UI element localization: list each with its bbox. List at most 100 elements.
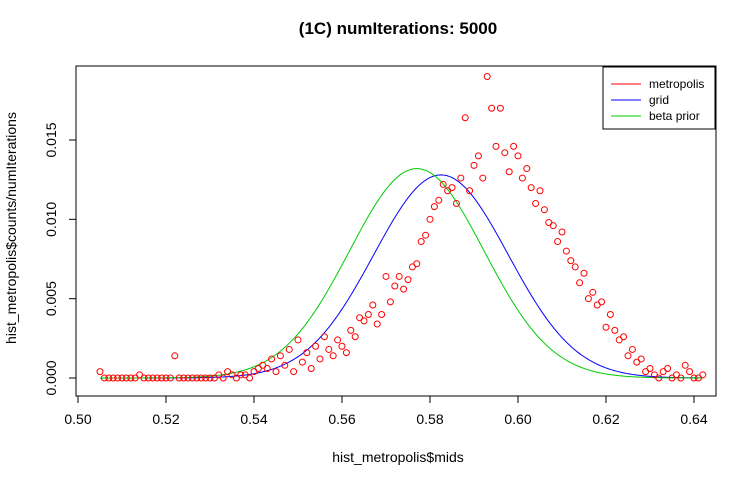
data-point (554, 238, 562, 246)
data-point (488, 104, 496, 112)
x-tick-label: 0.58 (416, 411, 443, 427)
data-point (430, 203, 438, 211)
y-axis-label: hist_metropolis$counts/numIterations (3, 112, 19, 344)
data-point (202, 374, 210, 382)
data-point (699, 371, 707, 379)
data-point (646, 364, 654, 372)
data-point (334, 336, 342, 344)
data-point (549, 222, 557, 230)
curve-beta-prior (100, 168, 703, 379)
curve-grid (100, 174, 703, 379)
data-point (105, 374, 113, 382)
data-point (320, 333, 328, 341)
y-tick-label: 0.015 (43, 122, 59, 157)
data-point (184, 374, 192, 382)
data-point (589, 288, 597, 296)
data-point (580, 269, 588, 277)
legend: metropolis grid beta prior (602, 66, 716, 130)
data-point (422, 231, 430, 239)
data-point (276, 352, 284, 360)
legend-label-metropolis: metropolis (649, 77, 704, 91)
data-point (457, 174, 465, 182)
data-point (417, 238, 425, 246)
data-point (598, 298, 606, 306)
data-point (369, 301, 377, 309)
data-point (681, 361, 689, 369)
data-point (386, 298, 394, 306)
data-point (114, 374, 122, 382)
y-axis-ticks: 0.000 0.005 0.010 0.015 (43, 122, 76, 396)
curves (100, 168, 703, 379)
data-point (558, 228, 566, 236)
data-point (188, 374, 196, 382)
data-point (342, 349, 350, 357)
data-point (483, 73, 491, 81)
data-point (100, 374, 108, 382)
data-point (435, 196, 443, 204)
data-point (122, 374, 130, 382)
data-point (479, 174, 487, 182)
data-point (400, 285, 408, 293)
data-point (325, 345, 333, 353)
data-point (448, 184, 456, 192)
data-point (307, 364, 315, 372)
data-point (474, 152, 482, 160)
data-point (466, 187, 474, 195)
data-point (439, 180, 447, 188)
data-point (510, 142, 518, 150)
data-point (338, 342, 346, 350)
data-point (492, 142, 500, 150)
data-point (584, 295, 592, 303)
data-point (536, 187, 544, 195)
data-point (175, 374, 183, 382)
scatter-points (96, 73, 707, 382)
data-point (395, 272, 403, 280)
data-point (144, 374, 152, 382)
data-point (373, 320, 381, 328)
data-point (562, 247, 570, 255)
legend-label-beta-prior: beta prior (649, 109, 700, 123)
data-point (140, 374, 148, 382)
data-point (540, 206, 548, 214)
data-point (109, 374, 117, 382)
data-point (391, 282, 399, 290)
data-point (637, 355, 645, 363)
data-point (606, 311, 614, 319)
data-point (514, 152, 522, 160)
data-point (378, 311, 386, 319)
data-point (452, 199, 460, 207)
data-point (127, 374, 135, 382)
data-point (404, 276, 412, 284)
data-point (501, 149, 509, 157)
data-point (571, 263, 579, 271)
y-tick-label: 0.000 (43, 360, 59, 395)
x-tick-label: 0.50 (64, 411, 91, 427)
data-point (118, 374, 126, 382)
data-point (655, 374, 663, 382)
data-point (329, 352, 337, 360)
y-tick-label: 0.005 (43, 281, 59, 316)
data-point (690, 374, 698, 382)
data-point (347, 326, 355, 334)
x-tick-label: 0.60 (504, 411, 531, 427)
data-point (351, 333, 359, 341)
data-point (237, 371, 245, 379)
chart-title: (1C) numIterations: 5000 (299, 19, 497, 38)
data-point (272, 368, 280, 376)
data-point (505, 168, 513, 176)
data-point (461, 114, 469, 122)
data-point (624, 352, 632, 360)
data-point (496, 104, 504, 112)
legend-label-grid: grid (649, 93, 669, 107)
data-point (197, 374, 205, 382)
data-point (602, 323, 610, 331)
data-point (312, 342, 320, 350)
data-point (576, 279, 584, 287)
data-point (294, 336, 302, 344)
x-axis-label: hist_metropolis$mids (332, 449, 464, 465)
data-point (193, 374, 201, 382)
data-point (664, 364, 672, 372)
data-point (360, 317, 368, 325)
data-point (532, 199, 540, 207)
